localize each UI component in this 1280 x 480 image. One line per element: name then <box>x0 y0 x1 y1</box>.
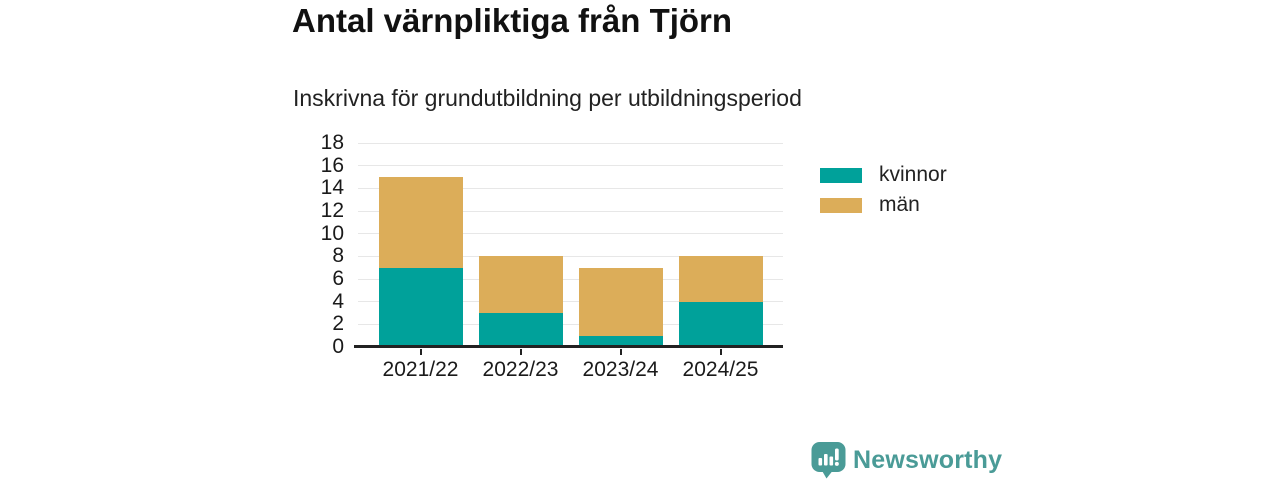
x-tick-label: 2022/23 <box>482 358 559 381</box>
y-tick-label: 0 <box>332 335 344 358</box>
y-tick-label: 2 <box>332 312 344 336</box>
legend-label: män <box>879 193 920 216</box>
y-tick-label: 8 <box>332 244 344 268</box>
legend-item-kvinnor: kvinnor <box>820 160 947 190</box>
bar-2021/22-kvinnor <box>378 267 463 347</box>
legend: kvinnor män <box>820 160 947 220</box>
gridline-y-16 <box>358 165 783 167</box>
x-tick-label: 2021/22 <box>382 358 459 381</box>
brand-footer: Newsworthy <box>811 441 1002 479</box>
y-tick-label: 6 <box>332 267 344 290</box>
bar-2023/24-män <box>578 267 663 336</box>
x-tick <box>619 349 622 355</box>
x-tick <box>419 349 422 355</box>
bar-2024/25-kvinnor <box>678 301 763 347</box>
x-tick <box>719 349 722 355</box>
bar-2022/23-män <box>478 256 563 313</box>
gridline-y-4 <box>358 301 783 303</box>
x-tick <box>519 349 522 355</box>
gridline-y-8 <box>358 255 783 257</box>
y-tick-label: 4 <box>332 289 344 313</box>
x-axis-line <box>354 345 783 348</box>
gridline-y-6 <box>358 278 783 280</box>
y-tick-label: 10 <box>320 221 344 245</box>
bar-2024/25-män <box>678 256 763 302</box>
y-tick-label: 14 <box>320 176 344 200</box>
bar-2022/23-kvinnor <box>478 313 563 347</box>
x-tick-label: 2024/25 <box>682 358 759 381</box>
gridline-y-14 <box>358 187 783 189</box>
y-tick-label: 12 <box>320 199 344 222</box>
bar-2021/22-män <box>378 177 463 268</box>
gridline-y-2 <box>358 323 783 325</box>
chart-title: Antal värnpliktiga från Tjörn <box>292 2 733 39</box>
gridline-y-10 <box>358 233 783 235</box>
x-tick-label: 2023/24 <box>582 358 659 381</box>
chart-subtitle: Inskrivna för grundutbildning per utbild… <box>293 85 802 111</box>
plot-area: 0 2 4 6 8 10 12 14 16 18 2021/22 2022/23 2023/24 2024… <box>321 131 783 381</box>
y-tick-label: 16 <box>320 153 344 177</box>
brand-name: Newsworthy <box>853 445 1003 474</box>
bar-2023/24-kvinnor <box>578 335 663 347</box>
legend-swatch-kvinnor <box>820 167 862 183</box>
gridline-y-12 <box>358 210 783 212</box>
newsworthy-logo-icon <box>811 441 846 479</box>
legend-swatch-män <box>820 197 862 213</box>
gridline-y-18 <box>358 142 783 144</box>
y-tick-label: 18 <box>320 131 344 154</box>
legend-label: kvinnor <box>879 163 947 186</box>
legend-item-män: män <box>820 190 947 220</box>
